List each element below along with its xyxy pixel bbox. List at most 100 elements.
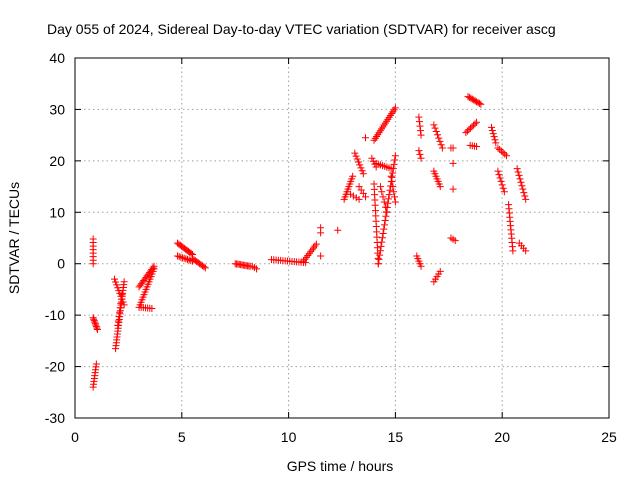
data-point — [93, 324, 101, 332]
data-point — [462, 129, 470, 137]
data-point — [89, 314, 97, 322]
data-point — [380, 198, 388, 206]
x-tick-label: 25 — [601, 429, 617, 445]
data-point — [382, 212, 390, 220]
data-point — [473, 118, 481, 126]
data-point — [517, 178, 525, 186]
x-tick-label: 10 — [281, 429, 297, 445]
data-point — [368, 154, 376, 162]
data-point — [352, 152, 360, 160]
data-point — [415, 147, 423, 155]
data-point — [417, 131, 425, 139]
data-point — [497, 147, 505, 155]
data-point — [467, 94, 475, 102]
data-point — [463, 127, 471, 135]
data-point — [389, 169, 397, 177]
data-point — [385, 191, 393, 199]
data-point — [334, 226, 342, 234]
data-point — [464, 93, 472, 101]
y-tick-label: -10 — [45, 307, 65, 323]
axis-ticks — [74, 57, 610, 419]
data-point — [391, 152, 399, 160]
data-point — [376, 251, 384, 259]
data-point — [416, 127, 424, 135]
data-point — [431, 124, 439, 132]
data-point — [522, 247, 530, 255]
y-axis-title: SDTVAR / TECUs — [6, 182, 22, 294]
data-point — [522, 195, 530, 203]
data-point — [499, 149, 507, 157]
data-point — [349, 192, 357, 200]
data-point — [449, 159, 457, 167]
data-point — [465, 93, 473, 101]
data-point — [494, 167, 502, 175]
x-tick-label: 20 — [494, 429, 510, 445]
data-point — [488, 127, 496, 135]
data-point — [187, 249, 195, 257]
data-point — [490, 133, 498, 141]
data-point — [488, 123, 496, 131]
data-point — [92, 360, 100, 368]
data-point — [115, 313, 123, 321]
data-point — [391, 104, 399, 112]
data-point — [496, 174, 504, 182]
data-point — [179, 254, 187, 262]
data-point — [253, 265, 261, 273]
data-point — [92, 321, 100, 329]
data-point — [501, 150, 509, 158]
data-point — [120, 301, 128, 309]
data-point — [514, 168, 522, 176]
data-point — [117, 295, 125, 303]
data-point — [436, 267, 444, 275]
data-point — [435, 134, 443, 142]
data-point — [377, 242, 385, 250]
data-point — [417, 262, 425, 270]
data-point — [91, 320, 99, 328]
y-tick-label: 40 — [49, 50, 65, 66]
data-point — [381, 217, 389, 225]
data-point — [471, 97, 479, 105]
data-points — [89, 93, 530, 391]
data-point — [390, 160, 398, 168]
data-point — [354, 158, 362, 166]
data-point — [90, 315, 98, 323]
data-point — [465, 126, 473, 134]
data-point — [432, 127, 440, 135]
data-point — [502, 152, 510, 160]
data-point — [117, 299, 125, 307]
y-tick-label: 20 — [49, 153, 65, 169]
data-point — [352, 194, 360, 202]
data-point — [477, 100, 485, 108]
data-point — [451, 237, 459, 245]
data-point — [349, 172, 357, 180]
data-point — [495, 171, 503, 179]
data-point — [384, 199, 392, 207]
data-point — [468, 123, 476, 131]
data-point — [449, 185, 457, 193]
data-point — [115, 287, 123, 295]
data-point — [470, 121, 478, 129]
x-tick-label: 15 — [388, 429, 404, 445]
data-point — [513, 165, 521, 173]
data-point — [390, 188, 398, 196]
data-point — [118, 291, 126, 299]
data-point — [379, 229, 387, 237]
data-point — [449, 144, 457, 152]
data-point — [317, 252, 325, 260]
data-point — [436, 183, 444, 191]
data-point — [475, 99, 483, 107]
data-point — [361, 193, 369, 201]
data-point — [415, 113, 423, 121]
data-point — [391, 193, 399, 201]
data-point — [120, 278, 128, 286]
data-point — [474, 99, 482, 107]
data-point — [519, 185, 527, 193]
data-point — [357, 164, 365, 172]
data-point — [347, 190, 355, 198]
data-point — [113, 281, 121, 289]
data-point — [516, 175, 524, 183]
data-point — [379, 193, 387, 201]
data-point — [466, 124, 474, 132]
data-point — [150, 265, 158, 273]
data-point — [388, 177, 396, 185]
